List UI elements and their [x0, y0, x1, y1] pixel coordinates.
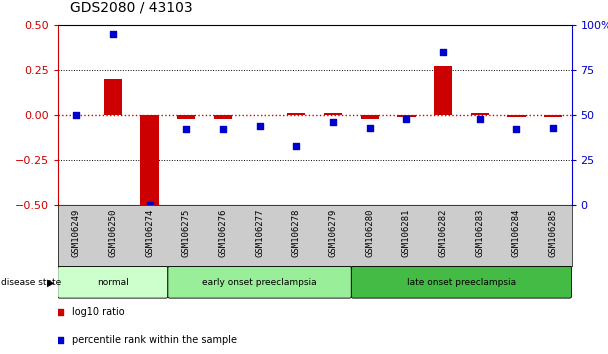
Text: late onset preeclampsia: late onset preeclampsia — [407, 278, 516, 287]
Text: GSM106281: GSM106281 — [402, 208, 411, 257]
FancyBboxPatch shape — [351, 267, 572, 298]
Point — [181, 127, 191, 132]
Bar — [140, 115, 159, 205]
Text: GSM106249: GSM106249 — [72, 208, 81, 257]
Bar — [177, 115, 195, 119]
Bar — [471, 113, 489, 115]
Text: disease state: disease state — [1, 278, 61, 287]
Point — [218, 127, 228, 132]
Point — [511, 127, 521, 132]
Bar — [103, 79, 122, 115]
Text: GSM106274: GSM106274 — [145, 208, 154, 257]
Point — [475, 116, 485, 121]
Bar — [361, 115, 379, 119]
Point — [291, 143, 301, 149]
Bar — [324, 113, 342, 115]
Point — [328, 119, 338, 125]
Text: log10 ratio: log10 ratio — [72, 307, 125, 317]
Text: GSM106278: GSM106278 — [292, 208, 301, 257]
Text: GSM106277: GSM106277 — [255, 208, 264, 257]
Bar — [397, 115, 415, 117]
Text: normal: normal — [97, 278, 129, 287]
Text: GSM106279: GSM106279 — [328, 208, 337, 257]
Point — [365, 125, 375, 131]
Text: ▶: ▶ — [47, 277, 55, 287]
Text: GDS2080 / 43103: GDS2080 / 43103 — [70, 0, 193, 14]
Bar — [544, 115, 562, 117]
FancyBboxPatch shape — [168, 267, 351, 298]
Point — [438, 49, 448, 55]
Point — [145, 202, 154, 208]
Text: GSM106280: GSM106280 — [365, 208, 374, 257]
Text: GSM106276: GSM106276 — [218, 208, 227, 257]
Text: GSM106285: GSM106285 — [548, 208, 558, 257]
Point — [71, 112, 81, 118]
Text: GSM106284: GSM106284 — [512, 208, 521, 257]
Text: GSM106282: GSM106282 — [438, 208, 447, 257]
Bar — [434, 66, 452, 115]
FancyBboxPatch shape — [58, 267, 168, 298]
Point — [401, 116, 411, 121]
Text: GSM106250: GSM106250 — [108, 208, 117, 257]
Point — [108, 31, 118, 37]
Text: percentile rank within the sample: percentile rank within the sample — [72, 335, 237, 345]
Text: GSM106275: GSM106275 — [182, 208, 191, 257]
Point — [548, 125, 558, 131]
Point — [205, 229, 215, 234]
Bar — [287, 113, 305, 115]
Bar — [507, 115, 526, 117]
Point — [255, 123, 264, 129]
Text: GSM106283: GSM106283 — [475, 208, 485, 257]
Bar — [214, 115, 232, 119]
Text: early onset preeclampsia: early onset preeclampsia — [202, 278, 317, 287]
